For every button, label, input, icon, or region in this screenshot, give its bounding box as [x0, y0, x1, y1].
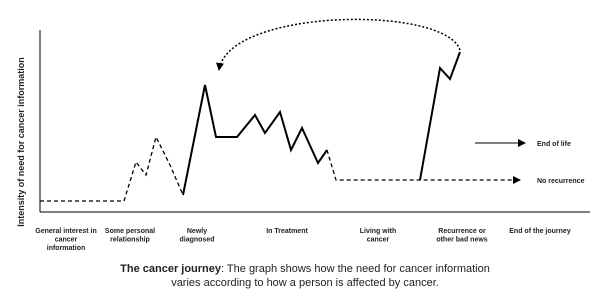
stage-label: other bad news	[436, 237, 487, 244]
stage-label: cancer	[55, 237, 78, 244]
outcome-label: No recurrence	[537, 178, 585, 185]
stage-label: Some personal	[105, 228, 155, 235]
stage-label: diagnosed	[179, 237, 214, 244]
caption-title: The cancer journey	[120, 263, 222, 275]
recurrence-path	[419, 51, 461, 181]
y-axis-label: Intensity of need for cancer information	[16, 57, 26, 227]
caption-line: varies according to how a person is affe…	[171, 277, 439, 289]
caption-text: : The graph shows how the need for cance…	[221, 263, 490, 275]
stage-label: relationship	[110, 237, 150, 244]
stage-label: Recurrence or	[438, 228, 486, 235]
no-recurrence-path	[326, 149, 521, 184]
caption-line: The cancer journey: The graph shows how …	[120, 263, 490, 275]
outcome-label: End of life	[537, 141, 571, 148]
stage-labels: General interest incancerinformationSome…	[35, 228, 571, 252]
return-arrow	[216, 18, 461, 71]
treatment-path	[182, 84, 328, 196]
early-path	[40, 135, 184, 202]
stage-label: Newly	[187, 228, 207, 235]
stage-label: General interest in	[35, 228, 96, 235]
stage-label: information	[47, 245, 86, 252]
stage-label: End of the journey	[509, 228, 571, 235]
stage-label: Living with	[360, 228, 397, 235]
stage-label: In Treatment	[266, 228, 308, 235]
stage-label: cancer	[367, 237, 390, 244]
